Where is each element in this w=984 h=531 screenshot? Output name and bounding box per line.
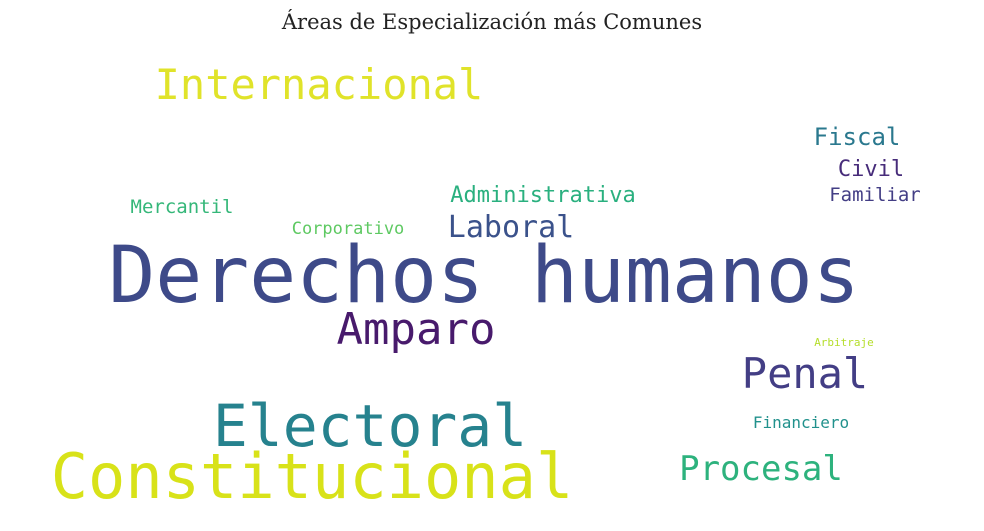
word-constitucional: Constitucional [51,440,574,513]
word-financiero: Financiero [753,413,849,432]
word-penal: Penal [742,349,868,398]
word-administrativa: Administrativa [450,183,635,208]
word-familiar: Familiar [829,184,921,206]
word-arbitraje: Arbitraje [814,336,874,349]
word-electoral: Electoral [213,392,527,460]
word-derechos-humanos: Derechos humanos [108,231,859,321]
word-amparo: Amparo [337,304,496,355]
word-laboral: Laboral [448,210,574,245]
word-fiscal: Fiscal [814,123,901,151]
chart-title: Áreas de Especialización más Comunes [281,10,703,34]
word-mercantil: Mercantil [131,196,234,218]
word-corporativo: Corporativo [292,219,405,239]
word-civil: Civil [838,157,904,182]
word-internacional: Internacional [155,60,484,109]
word-procesal: Procesal [679,449,843,489]
